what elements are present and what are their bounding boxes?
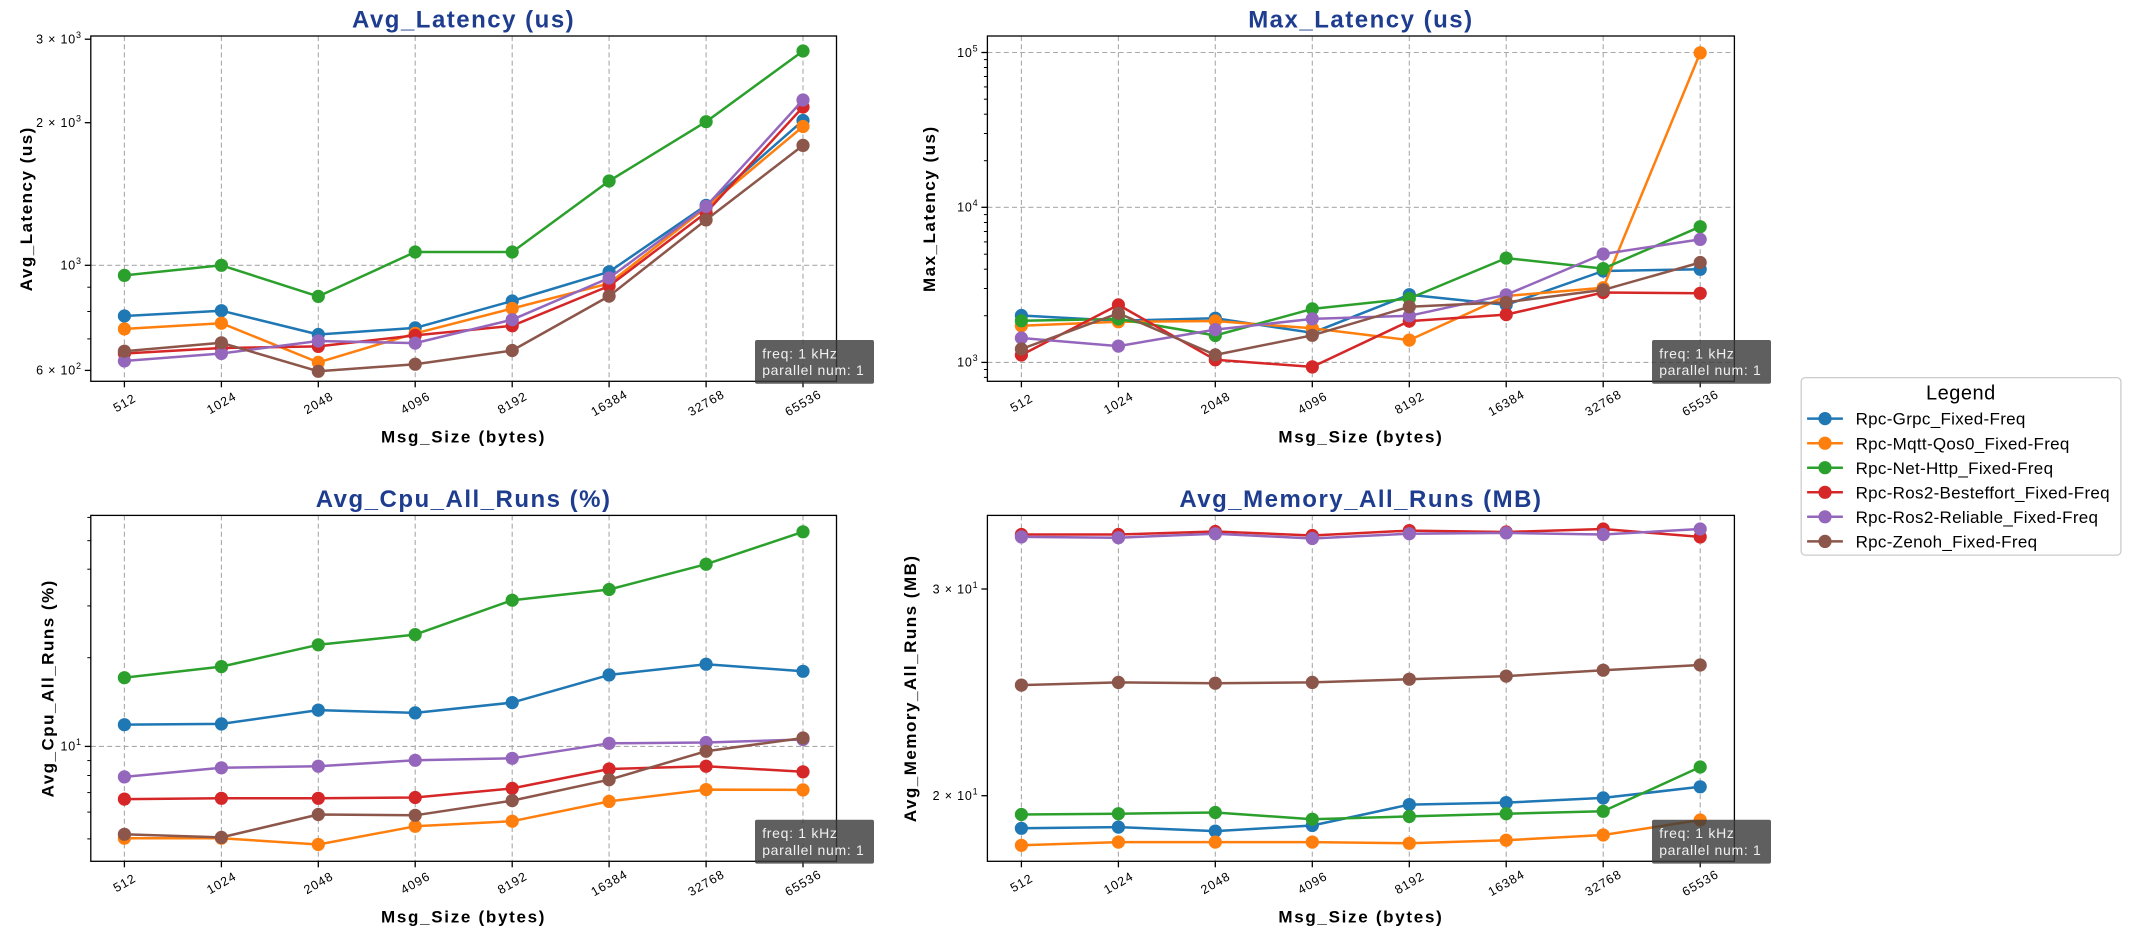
- svg-text:parallel num: 1: parallel num: 1: [762, 842, 864, 858]
- svg-text:103: 103: [957, 353, 978, 370]
- svg-text:Rpc-Mqtt-Qos0_Fixed-Freq: Rpc-Mqtt-Qos0_Fixed-Freq: [1856, 434, 2070, 453]
- svg-text:105: 105: [957, 43, 978, 60]
- svg-text:Avg_Memory_All_Runs (MB): Avg_Memory_All_Runs (MB): [1179, 486, 1542, 513]
- svg-text:Avg_Cpu_All_Runs (%): Avg_Cpu_All_Runs (%): [316, 486, 612, 513]
- svg-text:Avg_Memory_All_Runs (MB): Avg_Memory_All_Runs (MB): [901, 554, 920, 822]
- svg-text:freq: 1 kHz: freq: 1 kHz: [1659, 345, 1734, 361]
- svg-text:Rpc-Ros2-Besteffort_Fixed-Freq: Rpc-Ros2-Besteffort_Fixed-Freq: [1856, 483, 2110, 502]
- svg-text:103: 103: [60, 256, 81, 273]
- svg-text:Rpc-Grpc_Fixed-Freq: Rpc-Grpc_Fixed-Freq: [1856, 410, 2026, 429]
- svg-text:parallel num: 1: parallel num: 1: [762, 362, 864, 378]
- svg-text:parallel num: 1: parallel num: 1: [1659, 362, 1761, 378]
- svg-text:Rpc-Net-Http_Fixed-Freq: Rpc-Net-Http_Fixed-Freq: [1856, 459, 2054, 478]
- svg-text:Max_Latency (us): Max_Latency (us): [920, 125, 939, 292]
- svg-text:Avg_Latency (us): Avg_Latency (us): [17, 126, 36, 291]
- svg-text:Max_Latency (us): Max_Latency (us): [1248, 7, 1473, 34]
- svg-text:freq: 1 kHz: freq: 1 kHz: [762, 345, 837, 361]
- svg-text:104: 104: [957, 198, 978, 215]
- svg-text:Rpc-Zenoh_Fixed-Freq: Rpc-Zenoh_Fixed-Freq: [1856, 533, 2038, 552]
- svg-text:Avg_Cpu_All_Runs (%): Avg_Cpu_All_Runs (%): [38, 579, 57, 797]
- svg-text:Msg_Size (bytes): Msg_Size (bytes): [381, 908, 546, 927]
- svg-text:Avg_Latency (us): Avg_Latency (us): [352, 7, 575, 34]
- svg-text:freq: 1 kHz: freq: 1 kHz: [762, 825, 837, 841]
- svg-text:parallel num: 1: parallel num: 1: [1659, 842, 1761, 858]
- svg-text:Rpc-Ros2-Reliable_Fixed-Freq: Rpc-Ros2-Reliable_Fixed-Freq: [1856, 508, 2099, 527]
- svg-text:2 × 103: 2 × 103: [36, 114, 82, 131]
- svg-text:2 × 101: 2 × 101: [933, 787, 979, 804]
- svg-text:Msg_Size (bytes): Msg_Size (bytes): [1278, 908, 1443, 927]
- svg-text:freq: 1 kHz: freq: 1 kHz: [1659, 825, 1734, 841]
- svg-text:Legend: Legend: [1926, 383, 1996, 405]
- svg-text:Msg_Size (bytes): Msg_Size (bytes): [381, 428, 546, 447]
- svg-text:3 × 103: 3 × 103: [36, 30, 82, 47]
- svg-text:3 × 101: 3 × 101: [933, 580, 979, 597]
- svg-text:101: 101: [60, 737, 81, 754]
- svg-text:Msg_Size (bytes): Msg_Size (bytes): [1278, 428, 1443, 447]
- svg-text:6 × 102: 6 × 102: [36, 361, 82, 378]
